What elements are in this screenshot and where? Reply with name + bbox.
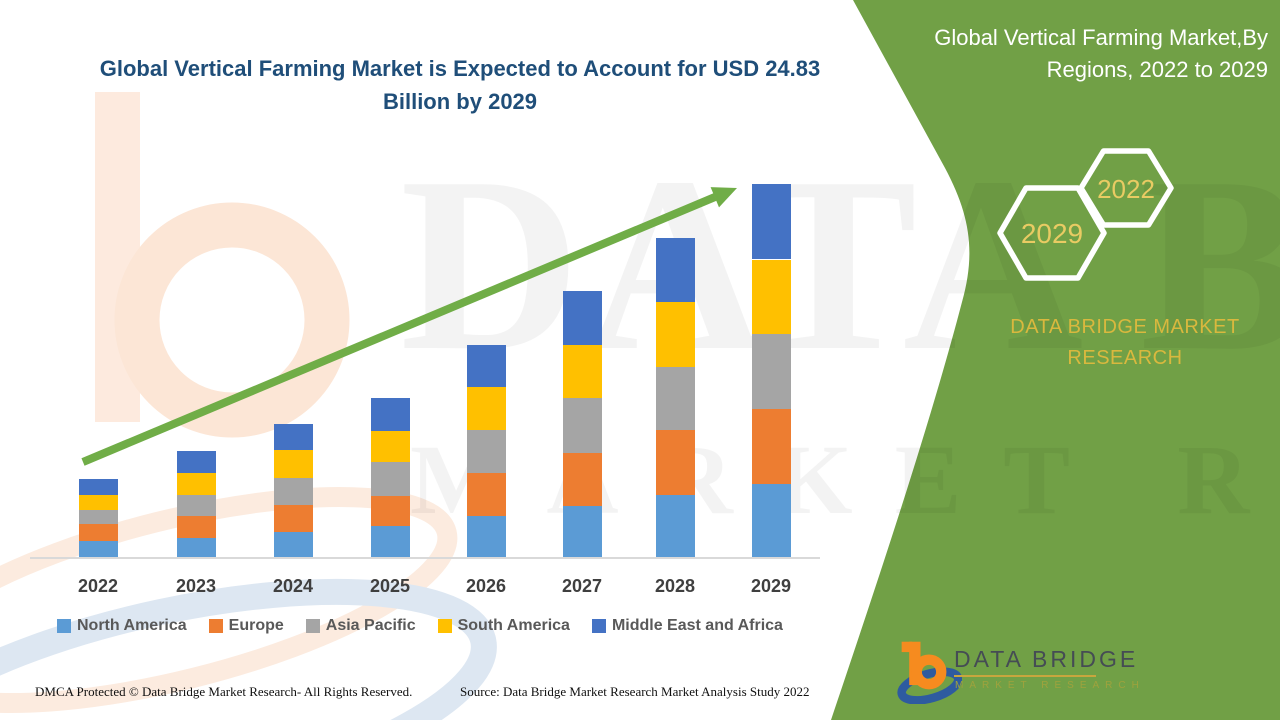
bar-segment-2029-asia-pacific [751, 333, 791, 409]
hexagon-2022-label: 2022 [1097, 174, 1155, 204]
logo-b-bowl [911, 654, 947, 690]
bar-segment-2026-europe [466, 473, 506, 517]
footer-source-text: Source: Data Bridge Market Research Mark… [460, 684, 810, 699]
x-axis-label-2029: 2029 [750, 576, 792, 596]
legend-label: Middle East and Africa [611, 617, 783, 634]
logo-b-hook [901, 641, 913, 653]
panel-heading-line2: Regions, 2022 to 2029 [1046, 57, 1268, 82]
bar-segment-2029-middle-east-and-africa [751, 184, 791, 260]
logo-blue-swoosh [897, 667, 962, 704]
legend-item-middle-east-and-africa: Middle East and Africa [591, 617, 783, 635]
logo-underline [954, 675, 1096, 677]
main-title-line1: Global Vertical Farming Market is Expect… [99, 56, 821, 81]
brand-caption-line1: DATA BRIDGE MARKET [1010, 316, 1240, 338]
hexagon-2029-label: 2029 [1020, 218, 1084, 249]
data-bridge-logo-icon [897, 641, 962, 704]
logo-name-text: DATA BRIDGE [954, 646, 1139, 672]
bar-segment-2028-north-america [655, 494, 695, 558]
legend-swatch-icon [591, 619, 606, 633]
bar-segment-2029-south-america [751, 259, 791, 334]
bar-segment-2026-north-america [466, 516, 506, 558]
bar-segment-2027-north-america [562, 506, 602, 558]
bar-segment-2029-europe [751, 408, 791, 484]
logo-tagline-text: MARKET RESEARCH [955, 680, 1145, 691]
panel-heading: Global Vertical Farming Market,By Region… [848, 22, 1268, 86]
main-title-line2: Billion by 2029 [382, 89, 538, 114]
bar-segment-2029-north-america [751, 483, 791, 558]
brand-caption-line2: RESEARCH [1067, 347, 1183, 369]
company-logo: DATA BRIDGE MARKET RESEARCH [896, 634, 1256, 706]
x-axis-label-2027: 2027 [561, 576, 603, 596]
x-axis-label-2028: 2028 [654, 576, 696, 596]
brand-caption: DATA BRIDGE MARKET RESEARCH [975, 312, 1275, 374]
main-title: Global Vertical Farming Market is Expect… [40, 52, 880, 118]
panel-heading-line1: Global Vertical Farming Market,By [934, 25, 1268, 50]
